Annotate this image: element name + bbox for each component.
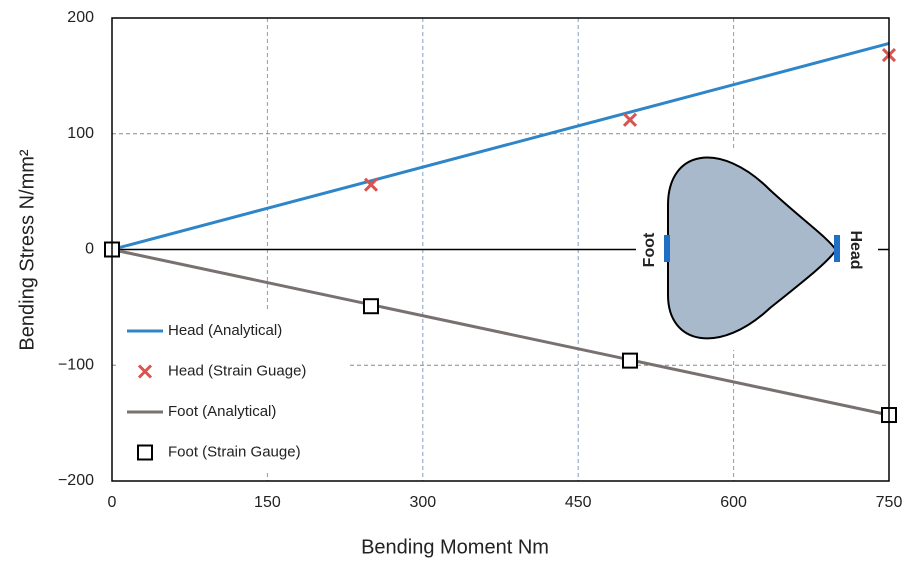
y-tick-label: 0 bbox=[85, 241, 94, 258]
square-marker bbox=[364, 299, 378, 313]
x-tick-label: 300 bbox=[409, 494, 436, 511]
foot-gauge bbox=[664, 235, 670, 262]
x-tick-label: 150 bbox=[254, 494, 281, 511]
x-marker bbox=[624, 114, 636, 126]
square-marker bbox=[623, 354, 637, 368]
y-tick-label: −200 bbox=[58, 472, 94, 489]
legend-label: Head (Analytical) bbox=[168, 322, 282, 339]
annotation: Foot bbox=[641, 232, 658, 267]
x-tick-label: 0 bbox=[108, 494, 117, 511]
x-tick-label: 600 bbox=[720, 494, 747, 511]
y-tick-label: −100 bbox=[58, 356, 94, 373]
square-marker bbox=[138, 446, 152, 460]
legend-label: Head (Strain Guage) bbox=[168, 362, 306, 379]
y-tick-label: 200 bbox=[67, 9, 94, 26]
y-axis-title: Bending Stress N/mm² bbox=[16, 149, 38, 351]
chart: Bending Moment Nm Bending Stress N/mm² F… bbox=[0, 0, 912, 565]
x-tick-label: 450 bbox=[565, 494, 592, 511]
x-tick-label: 750 bbox=[876, 494, 903, 511]
legend: Head (Analytical) Head (Strain Guage) Foot… bbox=[118, 312, 348, 472]
x-axis-title: Bending Moment Nm bbox=[361, 536, 549, 558]
annotation: Head bbox=[847, 230, 864, 269]
head-gauge bbox=[834, 235, 840, 262]
legend-label: Foot (Analytical) bbox=[168, 403, 276, 420]
y-tick-label: 100 bbox=[67, 125, 94, 142]
legend-label: Foot (Strain Gauge) bbox=[168, 443, 301, 460]
